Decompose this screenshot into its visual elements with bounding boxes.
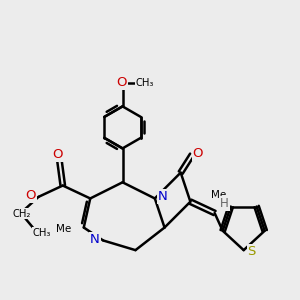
Text: O: O [25, 189, 36, 202]
Text: Me: Me [211, 190, 226, 200]
Text: S: S [248, 245, 256, 258]
Text: Me: Me [56, 224, 71, 234]
Text: O: O [193, 147, 203, 160]
Text: O: O [53, 148, 63, 161]
Text: N: N [158, 190, 168, 203]
Text: H: H [220, 197, 229, 210]
Text: CH₃: CH₃ [136, 78, 154, 88]
Text: CH₃: CH₃ [33, 228, 51, 238]
Text: CH₂: CH₂ [12, 208, 31, 219]
Text: O: O [117, 76, 127, 89]
Text: N: N [90, 233, 100, 246]
